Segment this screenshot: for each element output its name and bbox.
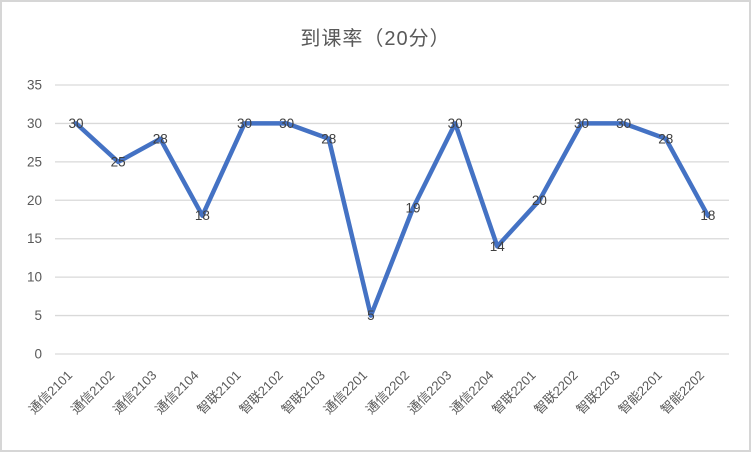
data-label-9: 19	[406, 200, 421, 215]
data-label-11: 14	[490, 239, 506, 254]
data-label-13: 30	[574, 116, 589, 131]
y-tick-label-5: 5	[34, 308, 42, 323]
y-tick-label-35: 35	[27, 78, 42, 93]
x-tick-label-10: 通信2203	[405, 368, 454, 417]
data-label-4: 18	[195, 208, 210, 223]
x-tick-label-16: 智能2202	[658, 368, 707, 417]
data-label-1: 30	[69, 116, 84, 131]
data-label-5: 30	[237, 116, 252, 131]
data-label-16: 18	[700, 208, 715, 223]
x-tick-label-15: 智能2201	[615, 368, 664, 417]
x-tick-label-11: 通信2204	[447, 368, 496, 417]
data-label-3: 28	[153, 131, 168, 146]
x-tick-label-5: 智联2101	[194, 368, 243, 417]
data-label-15: 28	[658, 131, 673, 146]
data-label-12: 20	[532, 193, 547, 208]
y-tick-label-15: 15	[27, 231, 42, 246]
y-tick-label-0: 0	[34, 347, 42, 362]
x-tick-label-9: 通信2202	[363, 368, 412, 417]
x-tick-label-6: 智联2102	[236, 368, 285, 417]
y-tick-label-25: 25	[27, 154, 42, 169]
x-tick-label-2: 通信2102	[68, 368, 117, 417]
x-tick-label-1: 通信2101	[26, 368, 75, 417]
series-line-到课率	[73, 121, 711, 318]
x-tick-label-13: 智联2202	[531, 368, 580, 417]
data-label-7: 28	[321, 131, 336, 146]
x-tick-label-4: 通信2104	[152, 368, 201, 417]
x-tick-label-12: 智联2201	[489, 368, 538, 417]
x-tick-label-3: 通信2103	[110, 368, 159, 417]
x-tick-label-8: 通信2201	[321, 368, 370, 417]
y-tick-label-20: 20	[27, 193, 42, 208]
data-label-2: 25	[111, 154, 126, 169]
y-tick-label-10: 10	[27, 270, 42, 285]
x-tick-label-7: 智联2103	[278, 368, 327, 417]
data-label-10: 30	[448, 116, 463, 131]
x-tick-label-14: 智联2203	[573, 368, 622, 417]
data-label-14: 30	[616, 116, 631, 131]
data-label-8: 5	[367, 308, 375, 323]
data-label-6: 30	[279, 116, 294, 131]
y-tick-label-30: 30	[27, 116, 42, 131]
